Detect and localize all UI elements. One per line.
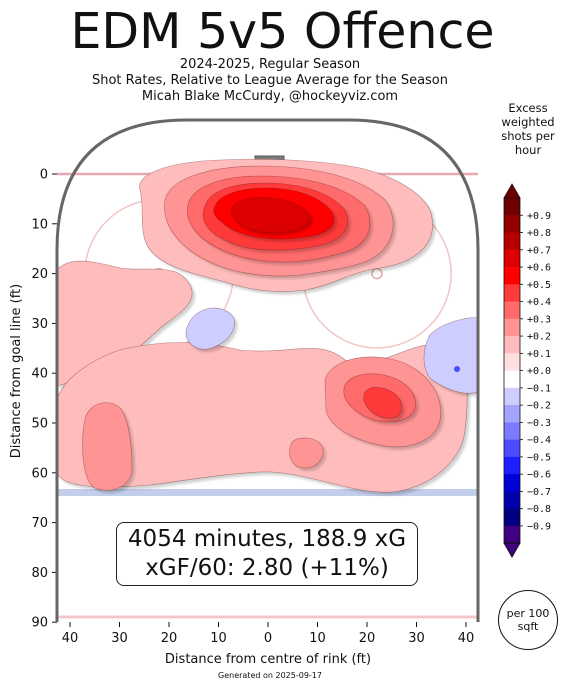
colorbar-segment: [504, 422, 520, 441]
heat-region: [185, 307, 235, 350]
colorbar-tick-label: −0.5: [527, 452, 551, 463]
x-tick-label: 20: [161, 631, 178, 646]
colorbar-tick-label: +0.6: [527, 263, 551, 274]
heat-region: [423, 317, 478, 394]
colorbar-title: Excess weighted shots per hour: [501, 101, 555, 157]
summary-line-2: xGF/60: 2.80 (+11%): [145, 555, 389, 581]
blue-line: [57, 489, 478, 496]
unit-badge-text: per 100 sqft: [506, 607, 550, 633]
colorbar-tick-label: −0.7: [527, 487, 551, 498]
colorbar-segment: [504, 525, 520, 544]
unit-badge: per 100 sqft: [498, 590, 558, 650]
x-tick-label: 40: [62, 631, 79, 646]
y-tick-label: 40: [31, 367, 48, 382]
colorbar-arrow-top: [503, 183, 521, 199]
colorbar-tick-label: +0.0: [527, 366, 551, 377]
colorbar-tick-label: −0.8: [527, 504, 551, 515]
axes: 0 10 20 30 40 50 60 70 80 90 40 30 20 10 0 10 20 30 40: [31, 168, 474, 647]
colorbar-segment: [504, 370, 520, 389]
colorbar-tick-label: +0.5: [527, 280, 551, 291]
colorbar-tick-label: −0.1: [527, 383, 551, 394]
heat-region: [363, 387, 402, 419]
x-tick-label: 20: [359, 631, 376, 646]
heat-region: [82, 402, 133, 491]
colorbar-segment: [504, 232, 520, 251]
chart-subtitle-author: Micah Blake McCurdy, @hockeyviz.com: [141, 89, 399, 104]
y-tick-label: 0: [40, 168, 48, 183]
colorbar-tick-label: +0.9: [527, 211, 551, 222]
x-tick-label: 30: [408, 631, 425, 646]
colorbar-segment: [504, 301, 520, 320]
colorbar-tick-label: −0.9: [527, 521, 551, 532]
chart-subtitle-season: 2024-2025, Regular Season: [179, 57, 361, 72]
summary-box: 4054 minutes, 188.9 xG xGF/60: 2.80 (+11…: [116, 522, 418, 586]
colorbar-segment: [504, 474, 520, 492]
colorbar-segment: [504, 249, 520, 268]
colorbar-segment: [504, 198, 520, 216]
colorbar-tick-label: +0.7: [527, 245, 551, 256]
generated-footer: Generated on 2025-09-17: [218, 671, 322, 680]
heat-region: [231, 197, 311, 234]
heat-spot: [454, 366, 460, 372]
colorbar-tick-label: +0.1: [527, 349, 551, 360]
summary-line-1: 4054 minutes, 188.9 xG: [127, 526, 407, 552]
colorbar-segment: [504, 508, 520, 527]
colorbar-tick-label: +0.3: [527, 314, 551, 325]
x-tick-label: 0: [264, 631, 272, 646]
chart-subtitle-metric: Shot Rates, Relative to League Average f…: [91, 73, 449, 88]
colorbar-tick-label: +0.8: [527, 228, 551, 239]
y-tick-label: 80: [31, 566, 48, 581]
colorbar-tick-label: −0.6: [527, 470, 551, 481]
x-axis-label: Distance from centre of rink (ft): [165, 652, 371, 667]
colorbar-segment: [504, 336, 520, 354]
colorbar-tick-label: +0.2: [527, 332, 551, 343]
colorbar-tick-label: −0.2: [527, 401, 551, 412]
colorbar-segment: [504, 215, 520, 234]
colorbar-arrow-bottom: [503, 542, 521, 559]
colorbar-segment: [504, 456, 520, 475]
y-tick-label: 90: [31, 616, 48, 631]
y-tick-label: 70: [31, 516, 48, 531]
colorbar-segment: [504, 491, 520, 510]
colorbar-segment: [504, 405, 520, 423]
heat-region: [289, 437, 324, 469]
y-tick-label: 50: [31, 417, 48, 432]
x-tick-label: 40: [458, 631, 475, 646]
colorbar-tick-label: +0.4: [527, 297, 551, 308]
y-tick-label: 10: [31, 217, 48, 232]
heatmap-layer: [57, 158, 478, 496]
x-tick-label: 30: [111, 631, 128, 646]
colorbar-segment: [504, 267, 520, 285]
x-tick-label: 10: [309, 631, 326, 646]
colorbar-segment: [504, 284, 520, 303]
y-tick-label: 30: [31, 317, 48, 332]
y-axis-label: Distance from goal line (ft): [9, 284, 24, 458]
x-tick-label: 10: [210, 631, 227, 646]
colorbar-segment: [504, 439, 520, 458]
colorbar-segment: [504, 387, 520, 406]
y-tick-label: 20: [31, 267, 48, 282]
colorbar-tick-label: −0.4: [527, 435, 551, 446]
colorbar-tick-label: −0.3: [527, 418, 551, 429]
colorbar-segment: [504, 318, 520, 337]
rink-boards: [55, 118, 480, 622]
colorbar-segment: [504, 353, 520, 372]
colorbar: +0.9 +0.8 +0.7 +0.6 +0.5 +0.4 +0.3 +0.2 +0.1 +0.0…: [503, 183, 551, 559]
chart-title: EDM 5v5 Offence: [70, 3, 495, 60]
y-tick-label: 60: [31, 466, 48, 481]
